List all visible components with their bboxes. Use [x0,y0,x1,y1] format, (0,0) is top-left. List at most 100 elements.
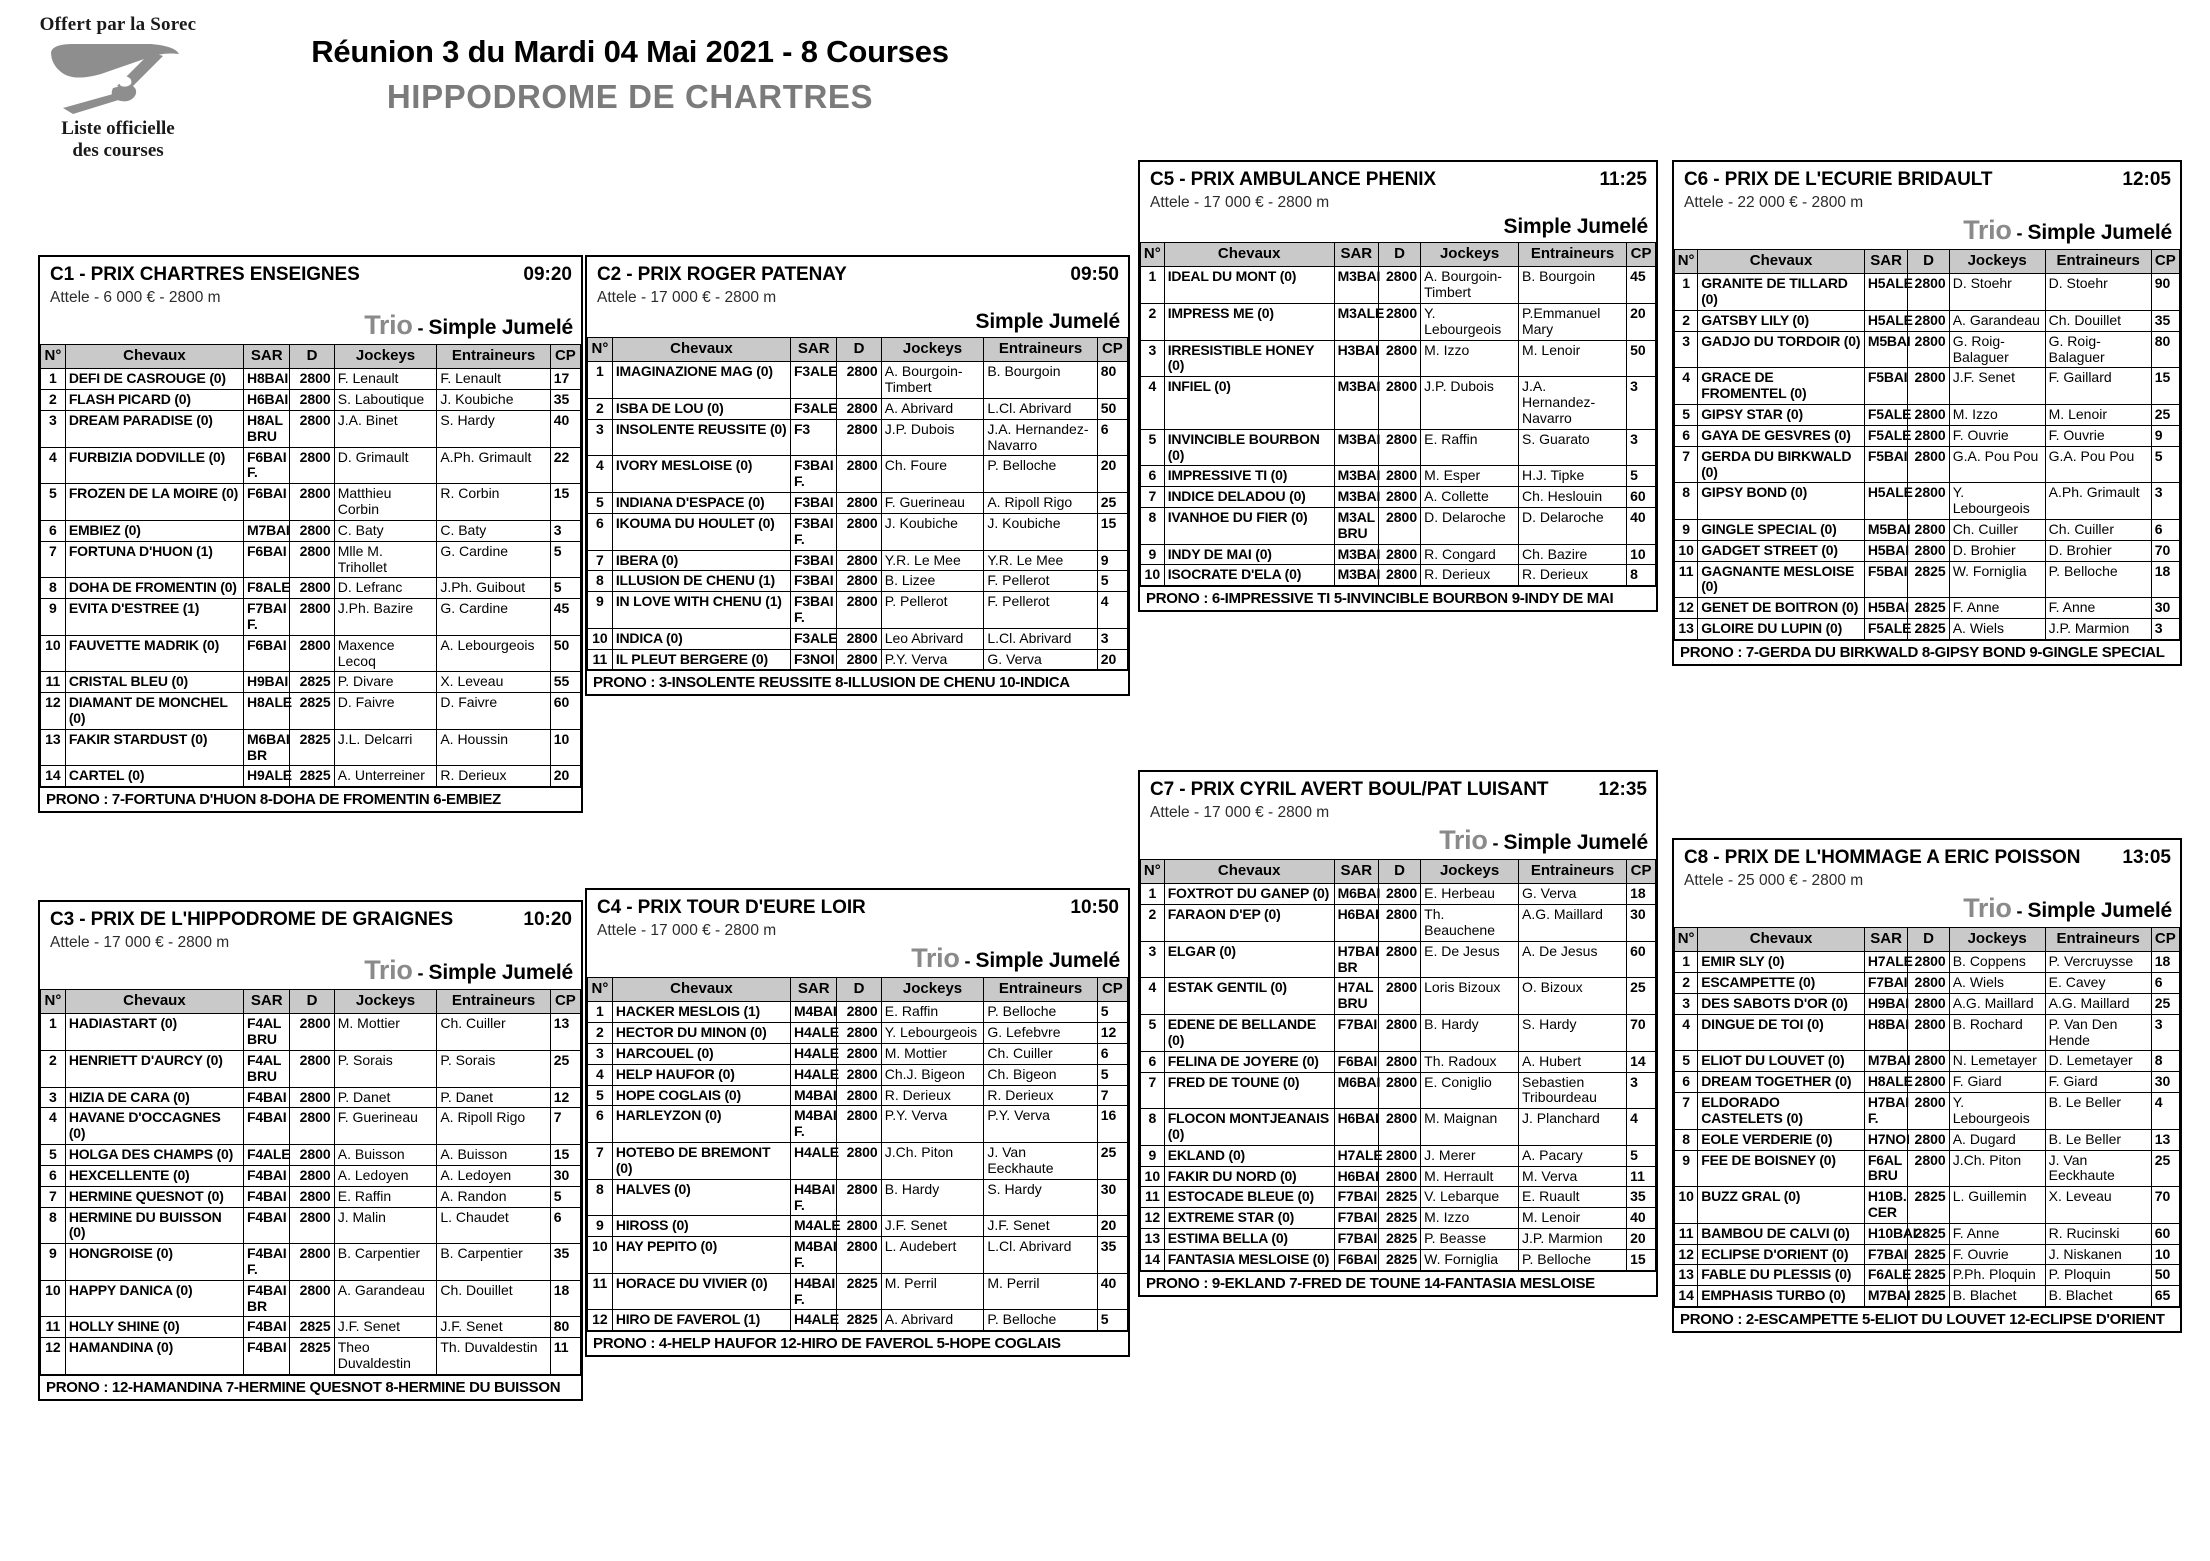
bet-simple-jumele: Simple Jumelé [2027,221,2173,245]
runner-cp: 4 [1626,1108,1656,1146]
runner-jockey: J.Ch. Piton [880,1142,985,1180]
table-header-row: N° Chevaux SAR D Jockeys Entraineurs CP [1140,242,1656,268]
runner-distance: 2825 [1907,1285,1950,1308]
column-header-cp: CP [549,344,582,370]
runner-number: 5 [40,1144,66,1166]
runner-number: 6 [1140,465,1165,488]
bet-simple-jumele: Simple Jumelé [428,316,574,340]
runner-trainer: G. Cardine [436,540,551,579]
course-card-c1: C1 - PRIX CHARTRES ENSEIGNES 09:20 Attele … [38,255,583,814]
runner-sar: M3BAI [1333,486,1380,508]
runner-sar: F7BAI [1863,972,1909,995]
runner-distance: 2800 [1907,330,1950,369]
runner-distance: 2800 [1907,424,1950,447]
runner-trainer: F. Pellerot [983,591,1098,629]
table-row: 14 CARTEL (0) H9ALE 2825 A. Unterreiner R. De… [40,765,582,788]
runners-table: N° Chevaux SAR D Jockeys Entraineurs CP 1 FOXTRO… [1140,859,1656,1271]
runner-jockey: V. Lebarque [1420,1186,1519,1209]
runner-cp: 50 [1626,339,1656,378]
column-header-cp: CP [1626,859,1656,885]
runner-number: 10 [1673,1186,1699,1224]
table-row: 10 HAPPY DANICA (0) F4BAI BR 2800 A. Garande… [40,1279,582,1318]
runner-name: EMIR SLY (0) [1697,951,1865,974]
runner-name: FLASH PICARD (0) [64,389,245,412]
runner-cp: 6 [2150,518,2181,541]
runner-number: 8 [587,1178,613,1217]
runner-jockey: R. Congard [1420,543,1519,566]
runner-trainer: A. Hubert [1517,1050,1628,1073]
prono-line: PRONO : 12-HAMANDINA 7-HERMINE QUESNOT 8… [40,1374,581,1399]
runner-name: GLOIRE DU LUPIN (0) [1697,618,1865,640]
runner-name: DREAM TOGETHER (0) [1697,1071,1865,1094]
runner-cp: 30 [2150,597,2181,620]
runner-number: 1 [1140,266,1165,305]
runner-sar: F6BAI [243,483,291,521]
table-row: 12 HAMANDINA (0) F4BAI 2825 Theo Duvaldestin… [40,1337,582,1375]
runner-name: HADIASTART (0) [64,1013,245,1052]
runner-jockey: R. Derieux [880,1084,985,1107]
runner-trainer: D. Brohier [2044,539,2152,562]
runner-distance: 2800 [1377,883,1422,906]
runner-number: 10 [1140,1165,1165,1188]
runner-name: HAVANE D'OCCAGNES (0) [64,1107,245,1146]
runner-jockey: Y. Lebourgeois [880,1022,985,1045]
runner-sar: M3BAI [1333,266,1380,305]
bet-types: Trio - Simple Jumelé [40,309,581,344]
runner-distance: 2800 [836,1142,882,1180]
runner-distance: 2825 [836,1272,882,1311]
runner-jockey: J.F. Senet [1948,367,2046,406]
column-header-entraineurs: Entraineurs [1517,859,1628,885]
runner-trainer: Ch. Bigeon [983,1063,1098,1086]
runner-trainer: M. Lenoir [1517,1207,1628,1230]
table-row: 7 FRED DE TOUNE (0) M6BAI 2800 E. Coniglio Se… [1140,1071,1656,1110]
runner-cp: 13 [2150,1128,2181,1151]
runner-distance: 2825 [1907,1222,1950,1245]
course-time: 12:35 [1598,779,1647,800]
runner-distance: 2800 [1377,339,1422,378]
logo-top-text: Offert par la Sorec [39,14,197,35]
runner-cp: 50 [1096,398,1129,420]
runner-distance: 2800 [1377,376,1422,430]
runner-trainer: S. Guarato [1517,428,1628,467]
runner-jockey: Y. Lebourgeois [1948,1092,2046,1130]
runner-distance: 2800 [836,455,882,494]
table-row: 9 HIROSS (0) M4ALE 2800 J.F. Senet J.F. Senet… [587,1215,1129,1238]
runner-distance: 2825 [1377,1228,1422,1250]
runner-trainer: O. Bizoux [1517,977,1628,1016]
runner-number: 6 [1673,424,1699,447]
runner-name: HARCOUEL (0) [611,1043,792,1065]
runner-number: 2 [587,1022,613,1045]
runner-cp: 3 [1626,1071,1656,1110]
runner-cp: 25 [2150,993,2181,1015]
runner-distance: 2800 [1907,404,1950,426]
runner-jockey: B. Blachet [1948,1285,2046,1308]
runner-cp: 5 [1096,1063,1129,1086]
runner-trainer: A. Lebourgeois [436,634,551,673]
table-row: 10 FAKIR DU NORD (0) H6BAI 2800 M. Herrault M… [1140,1165,1656,1188]
runner-cp: 60 [1626,486,1656,508]
runner-number: 11 [40,1316,66,1339]
runner-name: IVANHOE DU FIER (0) [1163,506,1335,545]
runner-cp: 18 [2150,951,2181,974]
runner-number: 13 [1140,1228,1165,1250]
runner-sar: F3BAI [790,570,838,593]
column-header-cp: CP [2150,927,2181,953]
runner-distance: 2800 [1377,1014,1422,1052]
prono-line: PRONO : 7-GERDA DU BIRKWALD 8-GIPSY BOND… [1674,639,2180,664]
prono-line: PRONO : 9-EKLAND 7-FRED DE TOUNE 14-FANT… [1140,1270,1656,1295]
column-header-chevaux: Chevaux [64,989,245,1015]
column-header-d: D [1377,242,1422,268]
runner-trainer: R. Corbin [436,483,551,521]
course-header: C4 - PRIX TOUR D'EURE LOIR 10:50 Attele - … [587,890,1128,942]
runner-cp: 12 [1096,1022,1129,1045]
runner-number: 4 [587,1063,613,1086]
runner-sar: F7BAI [1333,1186,1379,1209]
runner-trainer: X. Leveau [436,671,551,694]
runner-jockey: F. Giard [1948,1071,2046,1094]
runner-name: FELINA DE JOYERE (0) [1163,1050,1335,1073]
runner-cp: 35 [549,1243,582,1281]
runner-distance: 2800 [1907,1128,1950,1151]
table-row: 9 FEE DE BOISNEY (0) F6AL BRU 2800 J.Ch. Pit… [1673,1149,2181,1188]
runner-trainer: J. Koubiche [983,512,1098,551]
runner-jockey: J.L. Delcarri [333,728,438,767]
